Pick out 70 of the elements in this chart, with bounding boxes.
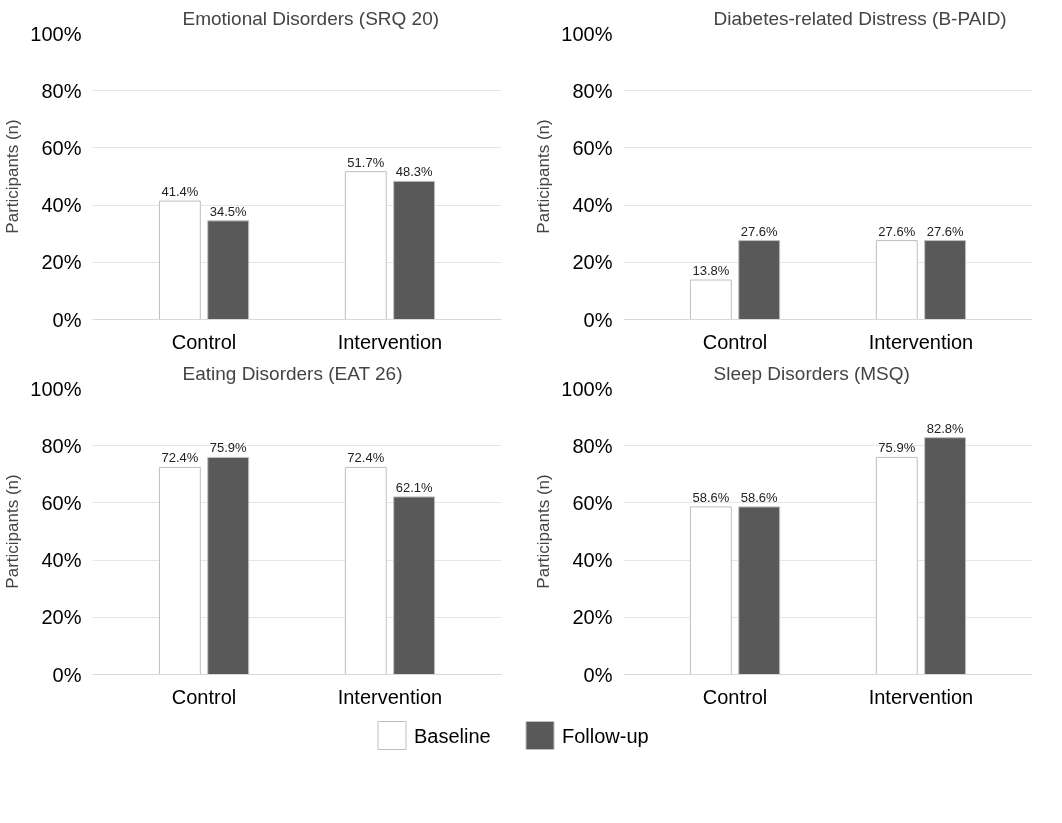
y-tick-label: 80% [572,79,613,102]
data-label: 58.6% [692,489,730,505]
chart-title: Emotional Disorders (SRQ 20) [182,7,440,29]
y-tick-label: 20% [41,251,82,274]
bar [393,180,436,320]
y-tick-label: 40% [41,194,82,217]
y-tick-label: 20% [572,606,613,629]
x-tick-label: Control [171,685,237,708]
y-tick-label: 80% [572,434,613,457]
bar [738,506,781,675]
data-label: 72.4% [161,450,199,466]
x-tick-label: Control [171,330,237,353]
y-tick-label: 40% [572,549,613,572]
y-tick-label: 60% [41,136,82,159]
bar [875,456,918,675]
y-tick-label: 20% [572,251,613,274]
chart-title: Eating Disorders (EAT 26) [182,362,403,384]
bar [158,200,201,320]
x-tick-label: Control [702,330,768,353]
y-tick-label: 100% [561,22,613,45]
bar [924,437,967,675]
chart-title: Diabetes-related Distress (B-PAID) [713,7,1007,29]
bar [344,171,387,320]
bar [344,466,387,675]
data-label: 72.4% [347,450,385,466]
legend-label: Baseline [414,724,491,747]
data-label: 27.6% [878,223,916,239]
data-label: 27.6% [926,223,964,239]
bar [689,506,732,675]
y-axis-title: Participants (n) [3,119,23,234]
y-tick-label: 60% [572,136,613,159]
y-tick-label: 100% [30,22,82,45]
bar [393,496,436,675]
y-axis-title: Participants (n) [534,474,554,589]
y-tick-label: 60% [572,491,613,514]
y-tick-label: 60% [41,491,82,514]
data-label: 34.5% [209,203,248,219]
y-tick-label: 0% [583,308,613,331]
data-label: 58.6% [740,489,779,505]
data-label: 82.8% [926,420,964,436]
x-tick-label: Control [702,685,768,708]
data-label: 13.8% [692,263,730,279]
bar [158,466,201,675]
y-tick-label: 40% [41,549,82,572]
data-label: 41.4% [161,184,199,200]
data-label: 75.9% [878,440,916,456]
y-tick-label: 100% [561,377,613,400]
data-label: 48.3% [395,164,433,180]
data-label: 62.1% [395,479,433,495]
y-tick-label: 0% [52,663,82,686]
y-axis-title: Participants (n) [534,119,554,234]
y-tick-label: 0% [583,663,613,686]
bar [207,456,250,675]
x-tick-label: Intervention [337,330,443,353]
chart-title: Sleep Disorders (MSQ) [713,362,910,384]
y-tick-label: 20% [41,606,82,629]
x-tick-label: Intervention [868,330,974,353]
y-axis-title: Participants (n) [3,474,23,589]
x-tick-label: Intervention [868,685,974,708]
bar [207,220,250,320]
data-label: 51.7% [347,154,385,170]
y-tick-label: 80% [41,434,82,457]
y-tick-label: 80% [41,79,82,102]
x-tick-label: Intervention [337,685,443,708]
data-label: 75.9% [209,440,248,456]
legend-label: Follow-up [562,724,649,747]
y-tick-label: 100% [30,377,82,400]
data-label: 27.6% [740,223,779,239]
y-tick-label: 40% [572,194,613,217]
y-tick-label: 0% [52,308,82,331]
